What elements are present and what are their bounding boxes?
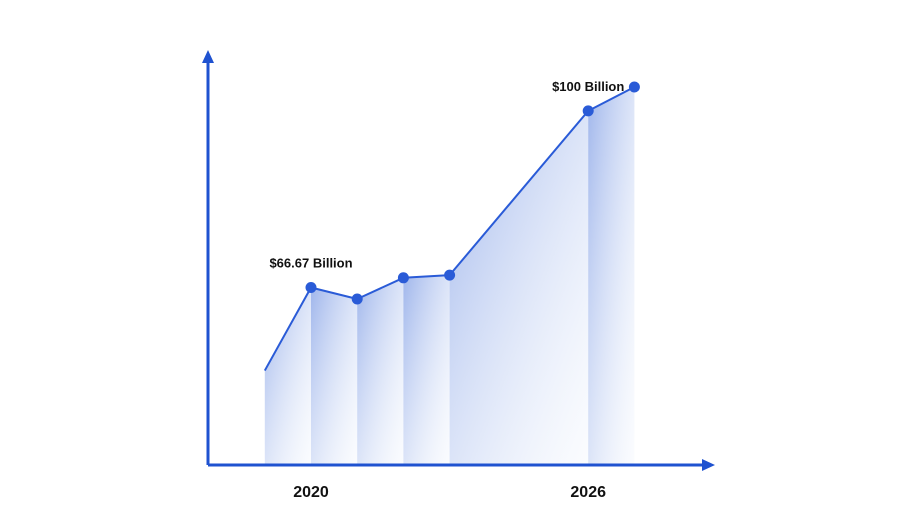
data-point xyxy=(351,293,363,305)
area-segment xyxy=(311,287,358,465)
area-segment xyxy=(403,275,450,465)
axes-layer xyxy=(202,50,715,471)
data-label: $100 Billion xyxy=(552,79,624,94)
data-point-layer xyxy=(305,81,640,305)
data-point xyxy=(305,282,317,293)
data-point xyxy=(628,81,640,93)
area-segment xyxy=(264,287,311,465)
area-fill-layer xyxy=(264,87,635,465)
area-segment xyxy=(449,110,589,465)
data-point xyxy=(444,269,456,281)
data-label: $66.67 Billion xyxy=(269,256,352,271)
data-point xyxy=(397,272,409,284)
y-axis-arrow-icon xyxy=(202,50,214,63)
area-segment xyxy=(588,87,635,465)
area-segment xyxy=(357,277,404,465)
x-tick-label: 2020 xyxy=(293,484,329,501)
label-layer: 2020 2026 $66.67 Billion $100 Billion xyxy=(269,79,624,501)
data-point xyxy=(582,105,594,117)
x-tick-label: 2026 xyxy=(570,484,606,501)
x-axis-arrow-icon xyxy=(702,459,715,471)
